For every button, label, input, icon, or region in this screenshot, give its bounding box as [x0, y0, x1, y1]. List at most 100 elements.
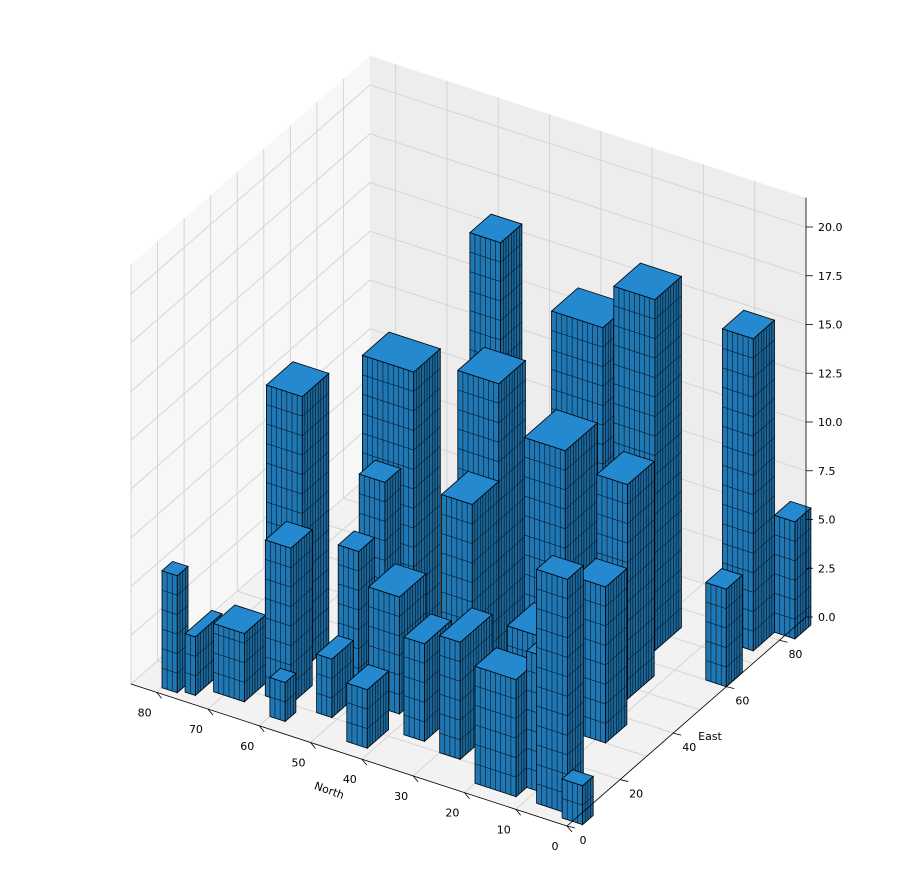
bar-layer-line	[265, 568, 313, 588]
z-tick-label: 5.0	[818, 514, 836, 527]
bar-face-top	[184, 609, 223, 638]
bar-layer-line	[185, 632, 223, 657]
bar	[346, 664, 390, 750]
bar-face-top	[337, 530, 376, 552]
east-axis-ticks: 0 20 40 60 80	[566, 639, 802, 847]
north-tick-label: 0	[552, 840, 559, 853]
north-tick-label: 50	[292, 756, 306, 769]
bar-face-top	[721, 309, 776, 340]
bar-face-top	[596, 450, 655, 486]
z-tick-label: 7.5	[818, 465, 836, 478]
east-tick-label: 40	[682, 741, 696, 754]
bar-layer-line	[266, 392, 329, 417]
bar-face-top	[613, 262, 683, 301]
z-tick-label: 17.5	[818, 270, 843, 283]
north-tick-label: 40	[343, 773, 357, 786]
bar-face-front	[316, 653, 333, 719]
bar-layer-line	[266, 412, 329, 436]
bar-layer-line	[362, 368, 441, 392]
east-axis-label: East	[698, 730, 722, 743]
east-tick-label: 0	[580, 834, 587, 847]
bar-face-top	[367, 563, 427, 598]
bar-layer-line	[613, 315, 682, 339]
z-axis-ticks: 0.0 2.5 5.0 7.5 10.0 12.5 15.0 17.5 20.0	[806, 221, 843, 624]
bar-layer-line	[266, 490, 329, 514]
east-tick-mark	[726, 686, 735, 690]
north-tick-mark	[412, 775, 419, 783]
north-tick-mark	[566, 825, 573, 833]
east-tick-mark	[566, 825, 576, 829]
bar-face-top	[705, 568, 744, 590]
z-tick-label: 15.0	[818, 319, 843, 332]
bar-layer-line	[613, 295, 682, 320]
bar-face-top	[346, 664, 390, 691]
bar-layer-line	[457, 379, 526, 404]
east-tick-label: 80	[788, 648, 802, 661]
bar-face-top	[265, 361, 330, 398]
north-axis-line	[130, 683, 568, 827]
north-tick-mark	[464, 792, 470, 799]
east-tick-mark	[673, 732, 682, 736]
north-tick-mark	[207, 708, 214, 716]
north-tick-label: 70	[189, 723, 203, 736]
east-tick-mark	[779, 639, 788, 643]
bar-layer-line	[613, 334, 682, 359]
axis-lines	[130, 197, 807, 827]
bar-layer-line	[265, 646, 313, 666]
bar-layer-line	[613, 412, 682, 437]
bar-face-top	[358, 459, 402, 483]
z-tick-label: 20.0	[818, 221, 843, 234]
bar	[161, 560, 189, 694]
bar-layer-line	[457, 438, 526, 463]
bar-layer-line	[265, 587, 313, 607]
bar-layer-line	[346, 709, 389, 729]
bar-face-top	[561, 769, 594, 787]
bar-face-top	[161, 560, 189, 577]
north-axis-label: North	[313, 779, 346, 802]
east-tick-label: 60	[735, 695, 749, 708]
bar-face-top	[438, 607, 493, 643]
bar-layer-line	[266, 451, 329, 475]
north-tick-label: 10	[497, 823, 511, 836]
bar	[773, 500, 812, 640]
bar-layer-line	[613, 432, 682, 456]
bar	[269, 667, 297, 723]
bar-layer-line	[362, 387, 441, 412]
north-tick-label: 30	[394, 790, 408, 803]
bar-layer-line	[265, 548, 313, 568]
north-tick-label: 60	[240, 740, 254, 753]
grid-line-z	[130, 84, 807, 295]
bar	[705, 568, 744, 688]
north-tick-mark	[515, 809, 522, 816]
bar-layer-line	[266, 431, 329, 456]
north-tick-mark	[258, 725, 265, 733]
bar-layer-line	[362, 407, 441, 431]
north-tick-mark	[156, 692, 162, 699]
north-axis-ticks: 0 10 20 30 40 50 60 70 80	[138, 692, 573, 853]
north-tick-label: 20	[445, 807, 459, 820]
grid-line-z	[130, 133, 807, 344]
z-tick-label: 2.5	[818, 562, 836, 575]
north-tick-label: 80	[138, 706, 152, 719]
bar	[535, 554, 585, 815]
east-tick-label: 20	[629, 788, 643, 801]
bar-layer-line	[346, 690, 389, 710]
bar	[561, 769, 594, 826]
bar-layer-line	[265, 607, 313, 627]
bar-layer-line	[613, 373, 682, 398]
bar-layer-line	[362, 426, 441, 451]
bar-layer-line	[613, 354, 682, 378]
bar-face-top	[523, 409, 598, 452]
bar-layer-line	[561, 795, 594, 806]
z-tick-label: 10.0	[818, 416, 843, 429]
bar-layer-line	[265, 626, 313, 646]
bar-face-top	[403, 613, 452, 645]
bar-layer-line	[266, 470, 329, 495]
z-tick-label: 0.0	[818, 611, 836, 624]
bar	[337, 530, 376, 689]
bar-face-top	[361, 331, 442, 373]
bar-layer-line	[613, 393, 682, 417]
bar-layer-line	[457, 399, 526, 424]
bar-face-top	[773, 500, 812, 523]
